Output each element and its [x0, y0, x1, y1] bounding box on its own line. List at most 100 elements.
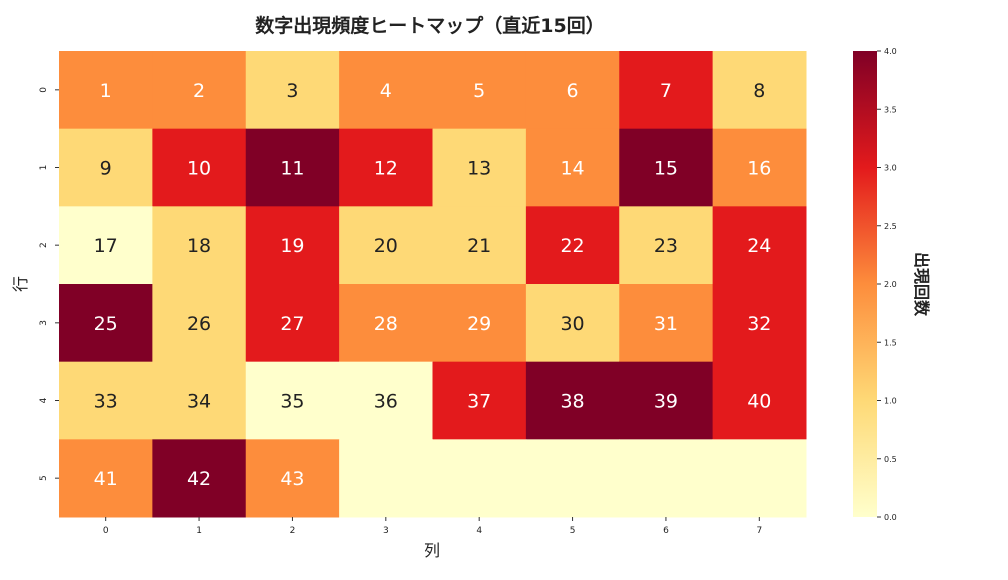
cell-annotation: 17 — [94, 235, 118, 257]
heatmap-cell — [432, 206, 527, 285]
colorbar-tick-label: 0.0 — [884, 513, 897, 522]
cell-annotation: 27 — [280, 313, 304, 335]
cell-annotation: 9 — [100, 158, 112, 180]
heatmap-cell — [432, 128, 527, 207]
heatmap-cell — [619, 284, 714, 363]
colorbar-tick-label: 4.0 — [884, 47, 897, 56]
heatmap-cell — [712, 361, 807, 440]
heatmap-cell — [619, 128, 714, 207]
x-tick-label: 5 — [570, 526, 576, 536]
cell-annotation: 35 — [280, 391, 304, 413]
cell-annotation: 24 — [747, 235, 771, 257]
heatmap-cell — [152, 128, 247, 207]
heatmap-cell — [619, 206, 714, 285]
cell-annotation: 37 — [467, 391, 491, 413]
heatmap-cell — [339, 206, 433, 285]
heatmap-cell — [525, 128, 620, 207]
heatmap-cell — [245, 51, 340, 130]
cell-annotation: 11 — [280, 158, 304, 180]
heatmap-cell — [525, 206, 620, 285]
cell-annotation: 34 — [187, 391, 211, 413]
x-axis-label: 列 — [424, 541, 440, 560]
y-tick-label: 4 — [39, 397, 49, 403]
heatmap-cell — [712, 439, 807, 518]
y-tick-label: 0 — [39, 87, 49, 93]
heatmap-cell — [432, 361, 527, 440]
cell-annotation: 21 — [467, 235, 491, 257]
cell-annotation: 39 — [654, 391, 678, 413]
cell-annotation: 19 — [280, 235, 304, 257]
cell-annotation: 31 — [654, 313, 678, 335]
cell-annotation: 38 — [560, 391, 584, 413]
x-tick-label: 1 — [196, 526, 202, 536]
y-tick-label: 3 — [39, 320, 49, 326]
heatmap-cell — [59, 361, 153, 440]
heatmap-cell — [152, 361, 247, 440]
heatmap-cell — [712, 51, 807, 130]
y-tick-label: 1 — [39, 165, 49, 171]
cell-annotation: 2 — [193, 80, 205, 102]
cell-annotation: 43 — [280, 468, 304, 490]
y-axis-label: 行 — [11, 276, 30, 292]
x-tick-label: 4 — [476, 526, 482, 536]
x-tick-label: 6 — [663, 526, 669, 536]
colorbar-tick-label: 3.0 — [884, 164, 897, 173]
cell-annotation: 15 — [654, 158, 678, 180]
colorbar-tick-label: 2.5 — [884, 222, 897, 231]
heatmap-cell — [432, 284, 527, 363]
heatmap-cell — [339, 284, 433, 363]
colorbar-tick-label: 1.5 — [884, 338, 897, 347]
cell-annotation: 16 — [747, 158, 771, 180]
cell-annotation: 3 — [286, 80, 298, 102]
cell-annotation: 13 — [467, 158, 491, 180]
heatmap-cell — [339, 51, 433, 130]
cell-annotation: 23 — [654, 235, 678, 257]
heatmap-cell — [712, 284, 807, 363]
cell-annotation: 5 — [473, 80, 485, 102]
colorbar-tick-label: 2.0 — [884, 280, 897, 289]
chart-title: 数字出現頻度ヒートマップ（直近15回） — [255, 14, 604, 37]
heatmap-cell — [59, 284, 153, 363]
heatmap-cell — [525, 51, 620, 130]
cell-annotation: 20 — [374, 235, 398, 257]
cell-annotation: 4 — [380, 80, 392, 102]
heatmap-cell — [619, 361, 714, 440]
heatmap-cell — [525, 284, 620, 363]
cell-annotation: 36 — [374, 391, 398, 413]
heatmap-cell — [59, 439, 153, 518]
heatmap-cell — [619, 439, 714, 518]
colorbar-tick-label: 1.0 — [884, 397, 897, 406]
cell-annotation: 41 — [94, 468, 118, 490]
cell-annotation: 42 — [187, 468, 211, 490]
heatmap-cell — [619, 51, 714, 130]
heatmap-cell — [245, 361, 340, 440]
heatmap-cell — [152, 51, 247, 130]
heatmap-cell — [339, 439, 433, 518]
x-tick-label: 7 — [756, 526, 762, 536]
cell-annotation: 18 — [187, 235, 211, 257]
cell-annotation: 40 — [747, 391, 771, 413]
heatmap-cell — [432, 51, 527, 130]
cell-annotation: 25 — [94, 313, 118, 335]
cell-annotation: 12 — [374, 158, 398, 180]
cell-annotation: 1 — [100, 80, 112, 102]
cell-annotation: 28 — [374, 313, 398, 335]
heatmap-cell — [152, 439, 247, 518]
colorbar-label: 出現回数 — [912, 252, 931, 317]
y-tick-label: 2 — [39, 242, 49, 248]
colorbar-tick-label: 3.5 — [884, 105, 897, 114]
heatmap-cell — [245, 128, 340, 207]
heatmap-cell — [525, 439, 620, 518]
heatmap-cell — [245, 284, 340, 363]
cell-annotation: 26 — [187, 313, 211, 335]
cell-annotation: 7 — [660, 80, 672, 102]
cell-annotation: 6 — [567, 80, 579, 102]
heatmap-cell — [152, 206, 247, 285]
heatmap-cell — [152, 284, 247, 363]
heatmap-cell — [245, 439, 340, 518]
colorbar-tick-label: 0.5 — [884, 455, 897, 464]
x-tick-label: 3 — [383, 526, 389, 536]
heatmap-cell — [59, 51, 153, 130]
heatmap-cell — [245, 206, 340, 285]
